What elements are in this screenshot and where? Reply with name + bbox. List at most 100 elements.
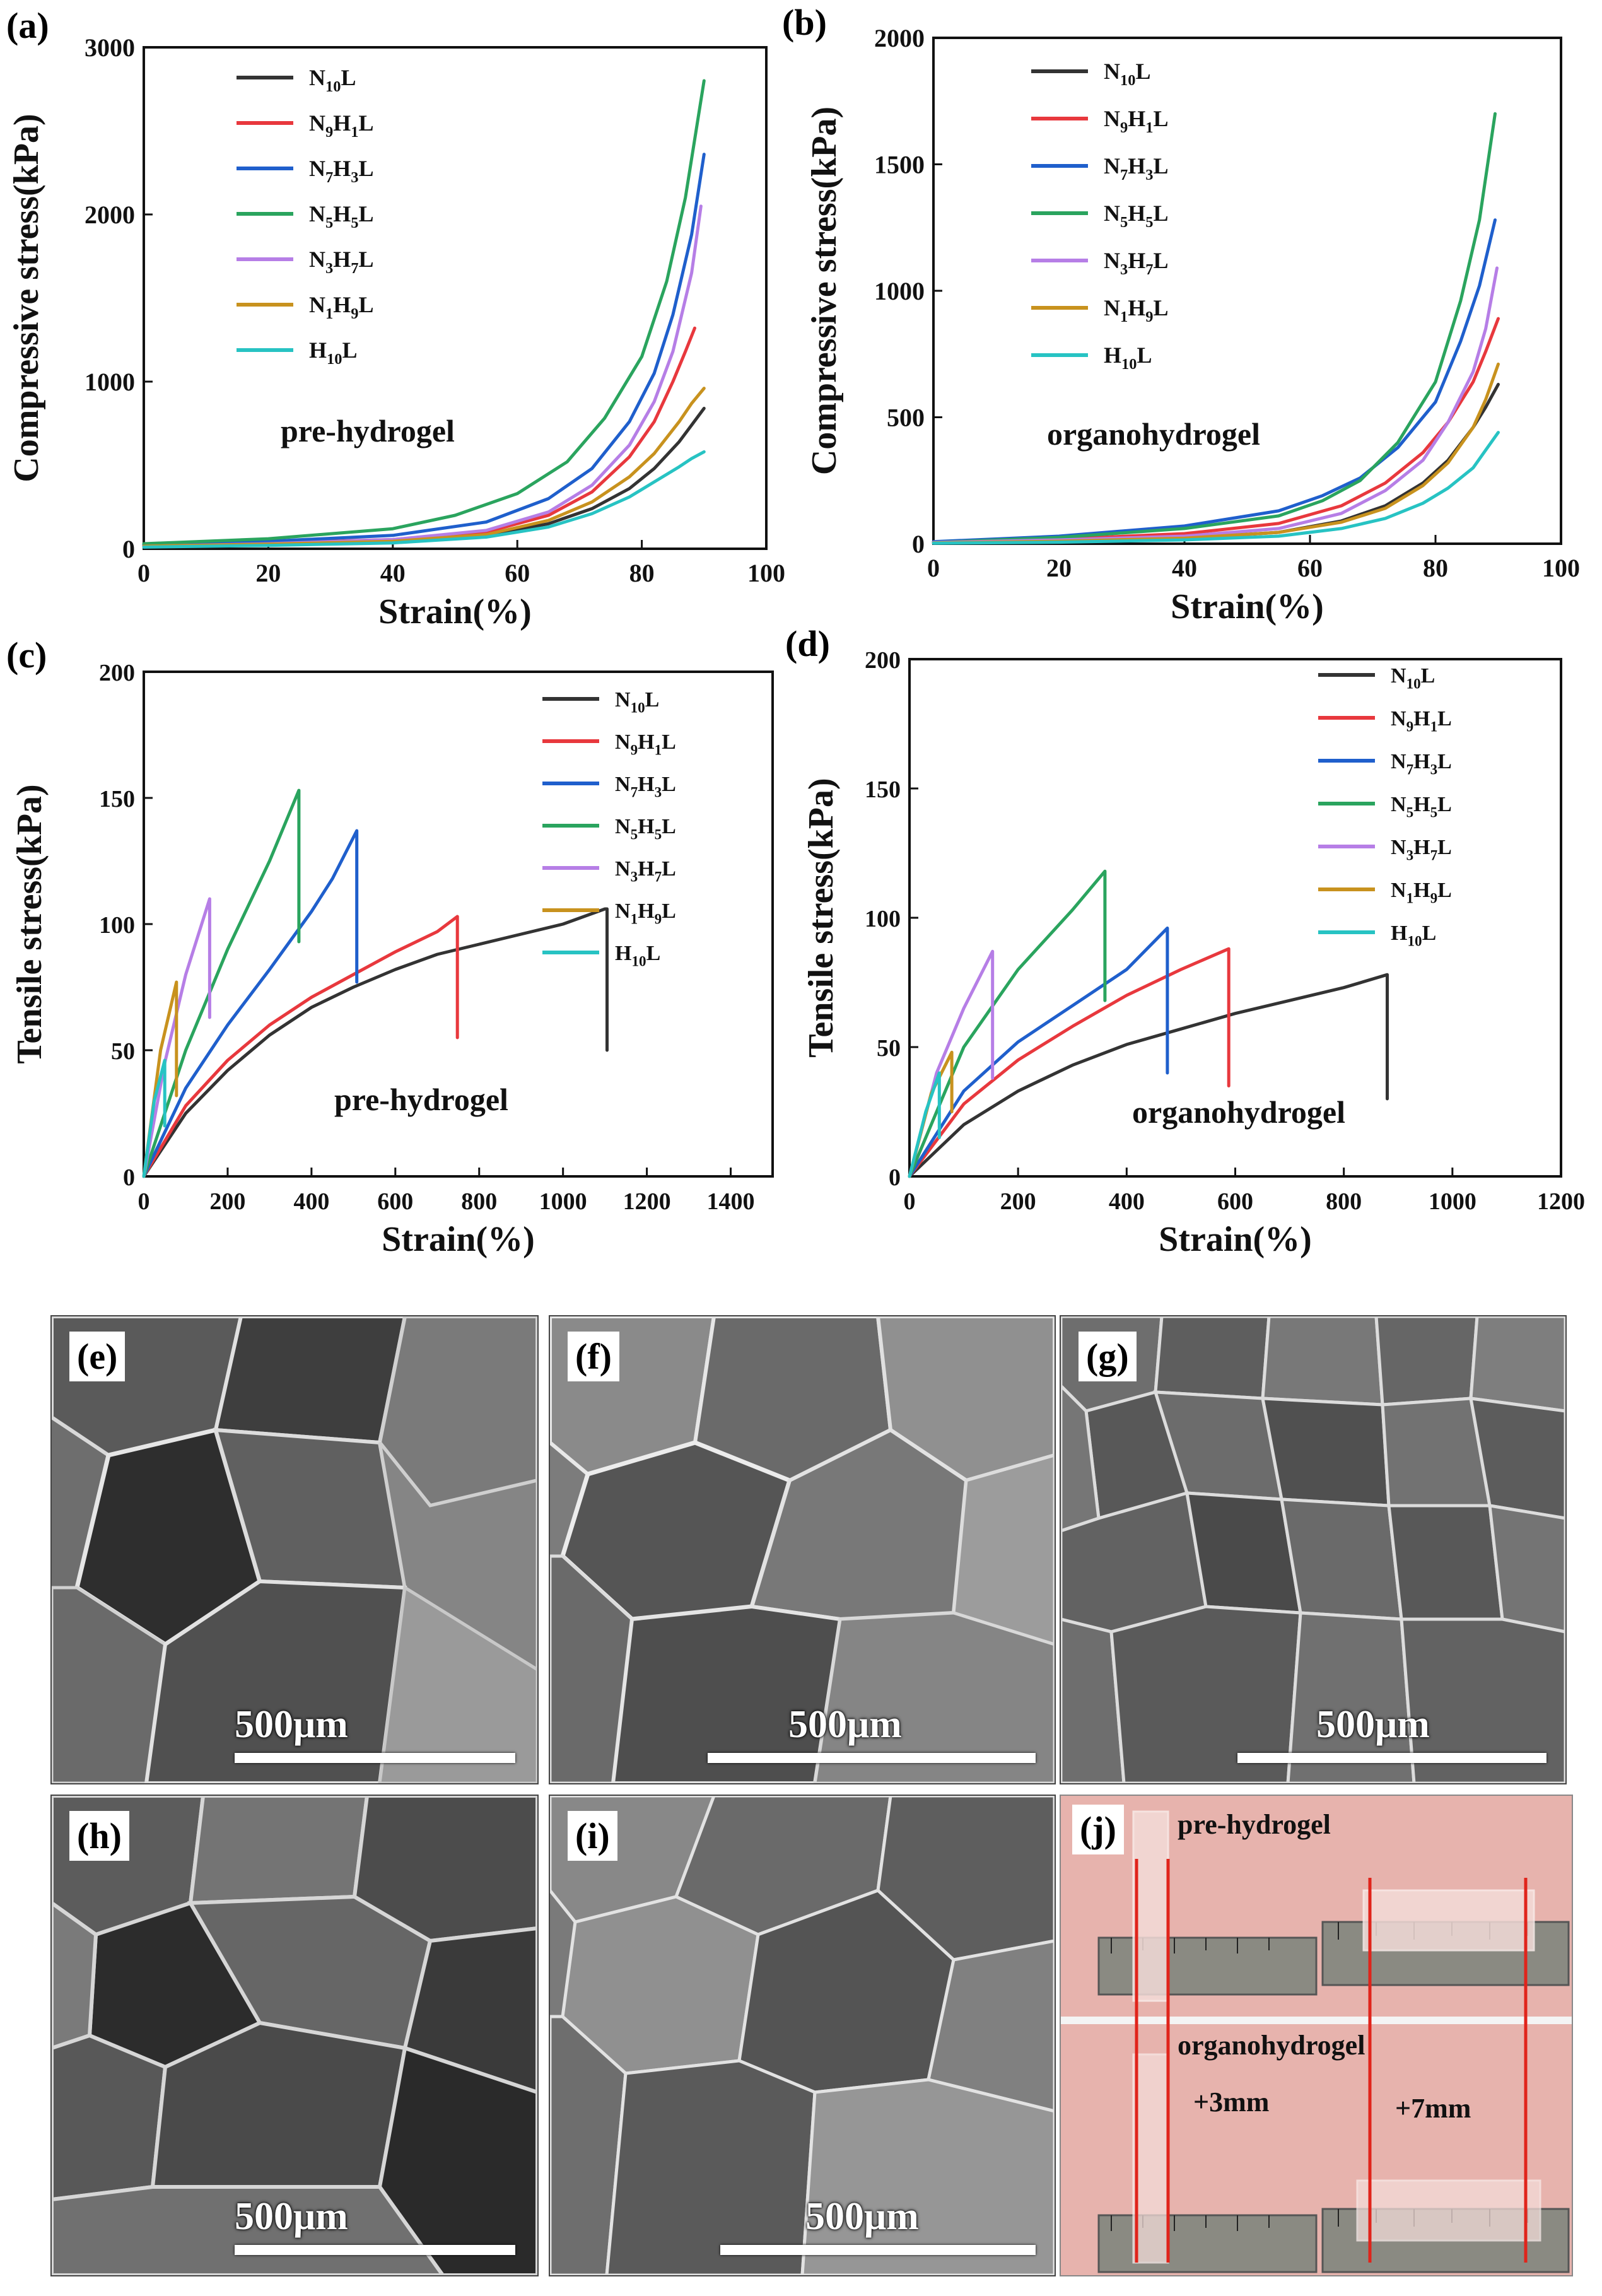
legend-label-H10L: H10L bbox=[1104, 343, 1152, 373]
series-line-N7H3L bbox=[932, 218, 1497, 544]
scale-bar-label: 500μm bbox=[235, 1703, 348, 1746]
x-tick-label: 0 bbox=[138, 1188, 150, 1215]
y-tick-label: 2000 bbox=[874, 24, 925, 52]
panel-letter: (a) bbox=[6, 5, 49, 46]
series-line-N3H7L bbox=[932, 266, 1499, 544]
sem-image-h: (h) 500μm bbox=[50, 1795, 539, 2276]
y-tick-label: 2000 bbox=[85, 201, 135, 229]
scale-bar bbox=[720, 2245, 1036, 2255]
scale-bar bbox=[235, 2245, 515, 2255]
series-line-N5H5L bbox=[932, 112, 1497, 544]
x-tick-label: 20 bbox=[1046, 554, 1072, 582]
series-line-N1H9L bbox=[932, 362, 1500, 545]
legend-label-N5H5L: N5H5L bbox=[1391, 793, 1452, 821]
x-axis-label: Strain(%) bbox=[1159, 1220, 1312, 1259]
legend-label-N5H5L: N5H5L bbox=[1104, 201, 1169, 231]
x-tick-label: 400 bbox=[293, 1188, 329, 1215]
series-line-N10L bbox=[932, 382, 1500, 544]
x-axis-label: Strain(%) bbox=[382, 1220, 535, 1259]
series-line-H10L bbox=[142, 1058, 167, 1178]
panel-letter-j: (j) bbox=[1072, 1805, 1124, 1854]
y-tick-label: 100 bbox=[99, 912, 135, 939]
x-tick-label: 1000 bbox=[1429, 1188, 1476, 1215]
x-tick-label: 800 bbox=[1326, 1188, 1362, 1215]
y-axis-label: Compressive stress(kPa) bbox=[7, 114, 46, 482]
legend-label-N7H3L: N7H3L bbox=[1104, 153, 1169, 184]
legend-label-N7H3L: N7H3L bbox=[1391, 750, 1452, 778]
photo-label-delta-right: +7mm bbox=[1395, 2093, 1471, 2124]
panel-letter-f: (f) bbox=[568, 1332, 619, 1381]
x-axis-label: Strain(%) bbox=[1171, 587, 1324, 626]
chart-d: 0 200 400 600 800 1000 1200 0 50 100 150 200 Strain(… bbox=[785, 623, 1585, 1259]
legend-label-N10L: N10L bbox=[1391, 664, 1435, 693]
x-tick-label: 0 bbox=[137, 559, 150, 587]
y-tick-label: 150 bbox=[865, 776, 901, 803]
chart-annotation: pre-hydrogel bbox=[334, 1082, 508, 1117]
photo-label-organohydrogel: organohydrogel bbox=[1178, 2030, 1365, 2061]
x-tick-label: 60 bbox=[505, 559, 530, 587]
x-tick-label: 600 bbox=[377, 1188, 413, 1215]
chart-a: 0 20 40 60 80 1000100020003000Strain(%)Compre… bbox=[6, 5, 785, 631]
legend-label-N3H7L: N3H7L bbox=[615, 857, 676, 886]
y-tick-label: 1000 bbox=[874, 277, 925, 305]
legend-label-N5H5L: N5H5L bbox=[309, 201, 374, 231]
y-tick-label: 200 bbox=[865, 647, 901, 674]
series-line-N5H5L bbox=[908, 869, 1107, 1178]
x-tick-label: 1400 bbox=[707, 1188, 755, 1215]
legend-label-N9H1L: N9H1L bbox=[615, 730, 676, 759]
scale-bar-label: 500μm bbox=[805, 2195, 919, 2238]
x-tick-label: 80 bbox=[1423, 554, 1448, 582]
x-tick-label: 800 bbox=[461, 1188, 497, 1215]
panel-letter: (b) bbox=[782, 2, 827, 43]
legend-label-H10L: H10L bbox=[615, 942, 660, 970]
scale-bar bbox=[708, 1753, 1036, 1763]
chart-b: 0 20 40 60 80 1000500100015002000Strain(%)Com… bbox=[782, 2, 1580, 626]
series-line-H10L bbox=[932, 431, 1500, 545]
x-tick-label: 1000 bbox=[539, 1188, 587, 1215]
y-tick-label: 50 bbox=[111, 1038, 135, 1065]
series-line-N10L bbox=[908, 973, 1389, 1178]
x-tick-label: 40 bbox=[380, 559, 406, 587]
y-tick-label: 0 bbox=[889, 1164, 901, 1191]
sem-texture bbox=[550, 1316, 1055, 1783]
legend-label-N10L: N10L bbox=[1104, 59, 1150, 89]
y-axis-label: Compressive stress(kPa) bbox=[805, 107, 844, 475]
legend-label-N9H1L: N9H1L bbox=[1391, 707, 1452, 735]
y-tick-label: 0 bbox=[123, 1164, 135, 1191]
x-tick-label: 0 bbox=[927, 554, 940, 582]
x-tick-label: 60 bbox=[1297, 554, 1323, 582]
series-line-N7H3L bbox=[142, 829, 359, 1178]
y-axis-label: Tensile stress(kPa) bbox=[802, 778, 841, 1057]
series-line-N9H1L bbox=[932, 317, 1500, 544]
y-axis-label: Tensile stress(kPa) bbox=[10, 784, 49, 1063]
legend-label-N1H9L: N1H9L bbox=[309, 292, 374, 322]
legend-label-N1H9L: N1H9L bbox=[615, 899, 676, 928]
chart-annotation: pre-hydrogel bbox=[281, 413, 455, 448]
plot-frame bbox=[932, 37, 1562, 545]
series-line-N7H3L bbox=[142, 153, 706, 546]
legend-label-N5H5L: N5H5L bbox=[615, 815, 676, 843]
legend-label-N3H7L: N3H7L bbox=[309, 247, 374, 277]
x-tick-label: 200 bbox=[1000, 1188, 1036, 1215]
series-line-N5H5L bbox=[142, 788, 301, 1178]
scale-bar-label: 500μm bbox=[235, 2195, 348, 2238]
panel-letter-e: (e) bbox=[69, 1332, 126, 1381]
y-tick-label: 0 bbox=[122, 535, 135, 563]
legend-label-N1H9L: N1H9L bbox=[1391, 879, 1452, 907]
legend-label-N3H7L: N3H7L bbox=[1104, 248, 1169, 278]
x-axis-label: Strain(%) bbox=[378, 592, 532, 631]
legend-label-H10L: H10L bbox=[309, 337, 358, 368]
plot-frame bbox=[143, 46, 768, 550]
chart-panels: 0 20 40 60 80 1000100020003000Strain(%)Compre… bbox=[6, 2, 1585, 1259]
photo-label-pre-hydrogel: pre-hydrogel bbox=[1178, 1809, 1331, 1840]
scale-bar-label: 500μm bbox=[788, 1703, 902, 1746]
x-tick-label: 100 bbox=[747, 559, 785, 587]
y-tick-label: 50 bbox=[877, 1035, 901, 1062]
chart-annotation: organohydrogel bbox=[1047, 416, 1260, 452]
sem-texture bbox=[550, 1796, 1055, 2275]
series-line-N10L bbox=[142, 907, 609, 1178]
photo-scene bbox=[1061, 1796, 1572, 2275]
legend-label-N3H7L: N3H7L bbox=[1391, 836, 1452, 864]
legend-label-N1H9L: N1H9L bbox=[1104, 295, 1169, 325]
chart-annotation: organohydrogel bbox=[1132, 1094, 1345, 1130]
